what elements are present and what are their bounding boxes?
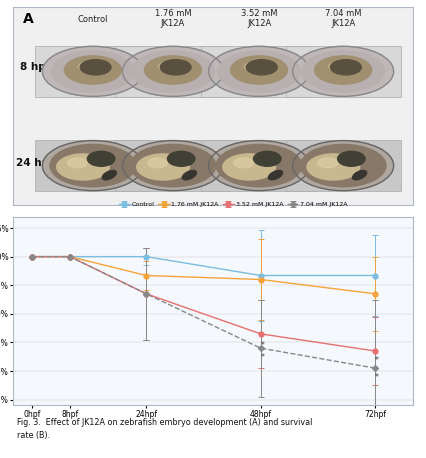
Ellipse shape	[338, 151, 365, 166]
Circle shape	[307, 154, 360, 180]
Circle shape	[218, 51, 300, 92]
Text: 1.76 mM
JK12A: 1.76 mM JK12A	[155, 9, 191, 28]
Circle shape	[234, 158, 253, 168]
Circle shape	[57, 154, 109, 180]
Circle shape	[293, 141, 394, 191]
Ellipse shape	[253, 151, 281, 166]
Text: *: *	[261, 354, 265, 362]
Text: Fig. 3.  Effect of JK12A on zebrafish embryo development (A) and survival
rate (: Fig. 3. Effect of JK12A on zebrafish emb…	[17, 419, 312, 440]
Circle shape	[50, 144, 135, 187]
FancyBboxPatch shape	[35, 140, 150, 191]
FancyBboxPatch shape	[115, 45, 230, 97]
Ellipse shape	[268, 170, 282, 180]
Ellipse shape	[102, 170, 116, 180]
Circle shape	[209, 141, 310, 191]
Circle shape	[43, 141, 143, 191]
Ellipse shape	[182, 170, 196, 180]
Legend: Control, 1.76 mM JK12A, 3.52 mM JK12A, 7.04 mM JK12A: Control, 1.76 mM JK12A, 3.52 mM JK12A, 7…	[118, 201, 348, 207]
Circle shape	[160, 60, 191, 75]
Circle shape	[64, 56, 121, 84]
Text: 7.04 mM
JK12A: 7.04 mM JK12A	[325, 9, 361, 28]
Circle shape	[68, 158, 87, 168]
FancyBboxPatch shape	[201, 140, 317, 191]
Circle shape	[132, 51, 214, 92]
FancyBboxPatch shape	[35, 45, 150, 97]
Circle shape	[43, 46, 143, 96]
Circle shape	[137, 154, 190, 180]
Text: *: *	[261, 341, 265, 350]
Circle shape	[331, 60, 361, 75]
Circle shape	[130, 144, 216, 187]
Circle shape	[209, 46, 310, 96]
FancyBboxPatch shape	[285, 140, 401, 191]
Text: 8 hpf: 8 hpf	[20, 62, 50, 72]
FancyBboxPatch shape	[285, 45, 401, 97]
Text: *: *	[375, 356, 379, 365]
Circle shape	[148, 158, 167, 168]
Circle shape	[158, 62, 175, 71]
Circle shape	[144, 56, 201, 84]
Circle shape	[80, 60, 111, 75]
Circle shape	[230, 56, 288, 84]
Circle shape	[315, 56, 371, 84]
FancyBboxPatch shape	[115, 140, 230, 191]
Text: Control: Control	[78, 15, 108, 24]
Ellipse shape	[167, 151, 195, 166]
Text: A: A	[23, 12, 34, 26]
Text: *: *	[375, 373, 379, 382]
Circle shape	[223, 154, 276, 180]
Circle shape	[123, 141, 223, 191]
Circle shape	[293, 46, 394, 96]
Text: 3.52 mM
JK12A: 3.52 mM JK12A	[241, 9, 277, 28]
Circle shape	[302, 51, 384, 92]
Circle shape	[216, 144, 302, 187]
Circle shape	[52, 51, 134, 92]
Circle shape	[318, 158, 338, 168]
Circle shape	[328, 62, 345, 71]
Ellipse shape	[353, 170, 367, 180]
Circle shape	[123, 46, 223, 96]
Circle shape	[300, 144, 386, 187]
FancyBboxPatch shape	[201, 45, 317, 97]
Text: 24 hpf: 24 hpf	[16, 158, 54, 168]
Circle shape	[244, 62, 261, 71]
Circle shape	[78, 62, 95, 71]
Circle shape	[246, 60, 277, 75]
Ellipse shape	[87, 151, 115, 166]
